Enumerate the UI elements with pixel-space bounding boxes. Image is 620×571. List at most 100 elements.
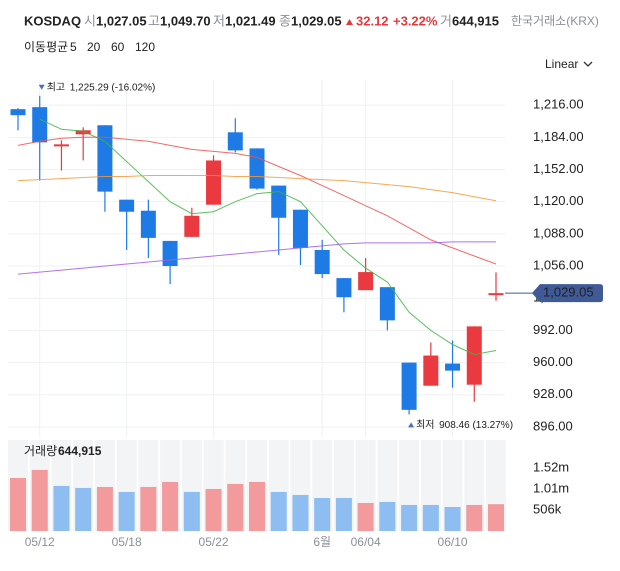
- annotation-icon: [38, 84, 45, 90]
- ma-line: [17, 136, 497, 265]
- low-label: 저: [213, 13, 225, 28]
- change-value: 32.12: [356, 13, 389, 28]
- candle-body: [75, 130, 91, 135]
- volume-label: 거: [440, 13, 452, 28]
- y-tick-label: 1,184.00: [533, 129, 584, 144]
- candle-body: [401, 362, 417, 410]
- volume-bar: [401, 504, 418, 531]
- volume-bar: [183, 491, 200, 531]
- legend-entry: 20: [87, 40, 101, 54]
- volume-bar: [118, 491, 135, 531]
- chevron: [583, 61, 593, 67]
- candle-body: [140, 210, 156, 238]
- ma-line: [17, 241, 496, 275]
- open-value: 1,027.05: [96, 13, 147, 28]
- candle-body: [184, 215, 200, 237]
- legend-entry: 120: [135, 40, 155, 54]
- annotation-icon: [408, 422, 415, 428]
- candle-body: [423, 355, 439, 386]
- current-price-label: 1,029.05: [543, 285, 594, 300]
- candle-body: [292, 209, 308, 248]
- candle-body: [314, 249, 330, 275]
- volume-tick-label: 506k: [533, 501, 562, 516]
- volume-bar: [227, 483, 244, 531]
- candle-body: [97, 125, 113, 192]
- legend-entry: 60: [111, 40, 125, 54]
- candle-body: [249, 148, 265, 189]
- candle-body: [379, 287, 395, 321]
- y-tick-label: 960.00: [533, 354, 573, 369]
- scale-label[interactable]: Linear: [545, 57, 578, 71]
- volume-current: 644,915: [58, 444, 102, 458]
- volume-bar: [444, 506, 461, 531]
- candle-body: [466, 326, 482, 385]
- candle-body: [227, 132, 243, 151]
- index-name: KOSDAQ: [24, 13, 81, 28]
- candle-body: [32, 107, 48, 143]
- candle-body: [119, 199, 135, 212]
- candle-body: [358, 272, 374, 291]
- y-tick-label: 928.00: [533, 386, 573, 401]
- y-tick-label: 1,120.00: [533, 193, 584, 208]
- high-value: 1,049.70: [160, 13, 211, 28]
- volume-bar: [466, 504, 483, 531]
- low-value: 1,021.49: [225, 13, 276, 28]
- volume-bar: [249, 481, 265, 531]
- volume-bar: [270, 491, 287, 531]
- volume-tick-label: 1.52m: [533, 459, 569, 474]
- volume-bar: [379, 501, 396, 531]
- volume-bar: [53, 485, 70, 531]
- ma-line: [39, 118, 497, 356]
- candle-body: [336, 278, 352, 298]
- source: 한국거래소(KRX): [511, 14, 599, 28]
- volume-tick-label: 1.01m: [533, 480, 569, 495]
- scale-button[interactable]: Linear: [545, 57, 593, 71]
- y-tick-label: 992.00: [533, 322, 573, 337]
- candle-body: [206, 160, 222, 205]
- volume-bar: [335, 497, 352, 531]
- volume-bar: [96, 486, 113, 531]
- close-label: 종: [279, 13, 291, 28]
- legend-entry: 5: [70, 40, 77, 54]
- candle-body: [162, 240, 178, 267]
- ma-legend-title: 이동평균: [24, 40, 68, 54]
- volume-title: 거래량: [24, 444, 57, 458]
- high-label: 고: [148, 13, 160, 28]
- current-price-tag: [532, 284, 603, 303]
- y-tick-label: 1,056.00: [533, 257, 584, 272]
- x-tick-label: 06/10: [438, 535, 468, 549]
- change-percent: +3.22%: [393, 13, 438, 28]
- x-tick-label: 6월: [313, 535, 331, 549]
- volume-bar: [10, 477, 26, 531]
- y-tick-label: 896.00: [533, 418, 573, 433]
- x-tick-label: 05/12: [25, 535, 55, 549]
- candle-body: [271, 185, 287, 218]
- y-tick-label: 1,152.00: [533, 161, 584, 176]
- volume-bar: [31, 469, 48, 531]
- volume-bar: [292, 494, 309, 531]
- ma-line: [17, 175, 497, 202]
- annotation-label: 최저: [416, 419, 434, 431]
- y-tick-label: 1,216.00: [533, 97, 584, 112]
- volume-bar: [422, 504, 439, 531]
- x-tick-label: 05/18: [112, 535, 142, 549]
- up-icon: [346, 19, 353, 25]
- x-tick-label: 05/22: [199, 535, 229, 549]
- y-tick-label: 1,088.00: [533, 225, 584, 240]
- annotation-detail: 1,225.29 (-16.02%): [70, 82, 156, 93]
- close-value: 1,029.05: [291, 13, 342, 28]
- candle-body: [445, 363, 461, 371]
- annotation-label: 최고: [47, 81, 65, 93]
- volume-bar: [314, 497, 331, 531]
- volume-value: 644,915: [452, 13, 499, 28]
- x-tick-label: 06/04: [351, 535, 381, 549]
- volume-bar: [140, 486, 157, 531]
- volume-bar: [75, 487, 92, 531]
- candle-body: [53, 144, 69, 147]
- open-label: 시: [84, 13, 96, 28]
- volume-bar: [205, 488, 222, 531]
- candle-body: [10, 109, 26, 116]
- candle-body: [488, 293, 504, 296]
- volume-bar: [357, 502, 374, 531]
